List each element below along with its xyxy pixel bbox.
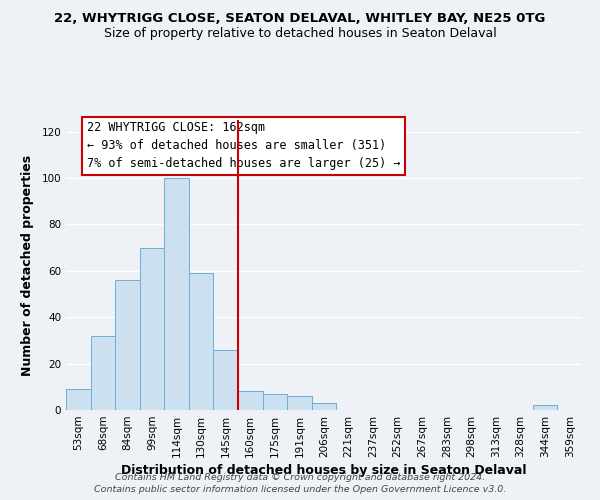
- Text: 22 WHYTRIGG CLOSE: 162sqm
← 93% of detached houses are smaller (351)
7% of semi-: 22 WHYTRIGG CLOSE: 162sqm ← 93% of detac…: [86, 122, 400, 170]
- Bar: [312, 403, 336, 410]
- Bar: [140, 248, 164, 410]
- Bar: [287, 396, 312, 410]
- Bar: [66, 389, 91, 410]
- Text: 22, WHYTRIGG CLOSE, SEATON DELAVAL, WHITLEY BAY, NE25 0TG: 22, WHYTRIGG CLOSE, SEATON DELAVAL, WHIT…: [55, 12, 545, 26]
- Text: Contains HM Land Registry data © Crown copyright and database right 2024.: Contains HM Land Registry data © Crown c…: [115, 473, 485, 482]
- Bar: [533, 406, 557, 410]
- Bar: [189, 273, 214, 410]
- X-axis label: Distribution of detached houses by size in Seaton Delaval: Distribution of detached houses by size …: [121, 464, 527, 477]
- Bar: [164, 178, 189, 410]
- Text: Size of property relative to detached houses in Seaton Delaval: Size of property relative to detached ho…: [104, 28, 496, 40]
- Bar: [91, 336, 115, 410]
- Bar: [263, 394, 287, 410]
- Y-axis label: Number of detached properties: Number of detached properties: [22, 154, 34, 376]
- Text: Contains public sector information licensed under the Open Government Licence v3: Contains public sector information licen…: [94, 486, 506, 494]
- Bar: [115, 280, 140, 410]
- Bar: [214, 350, 238, 410]
- Bar: [238, 392, 263, 410]
